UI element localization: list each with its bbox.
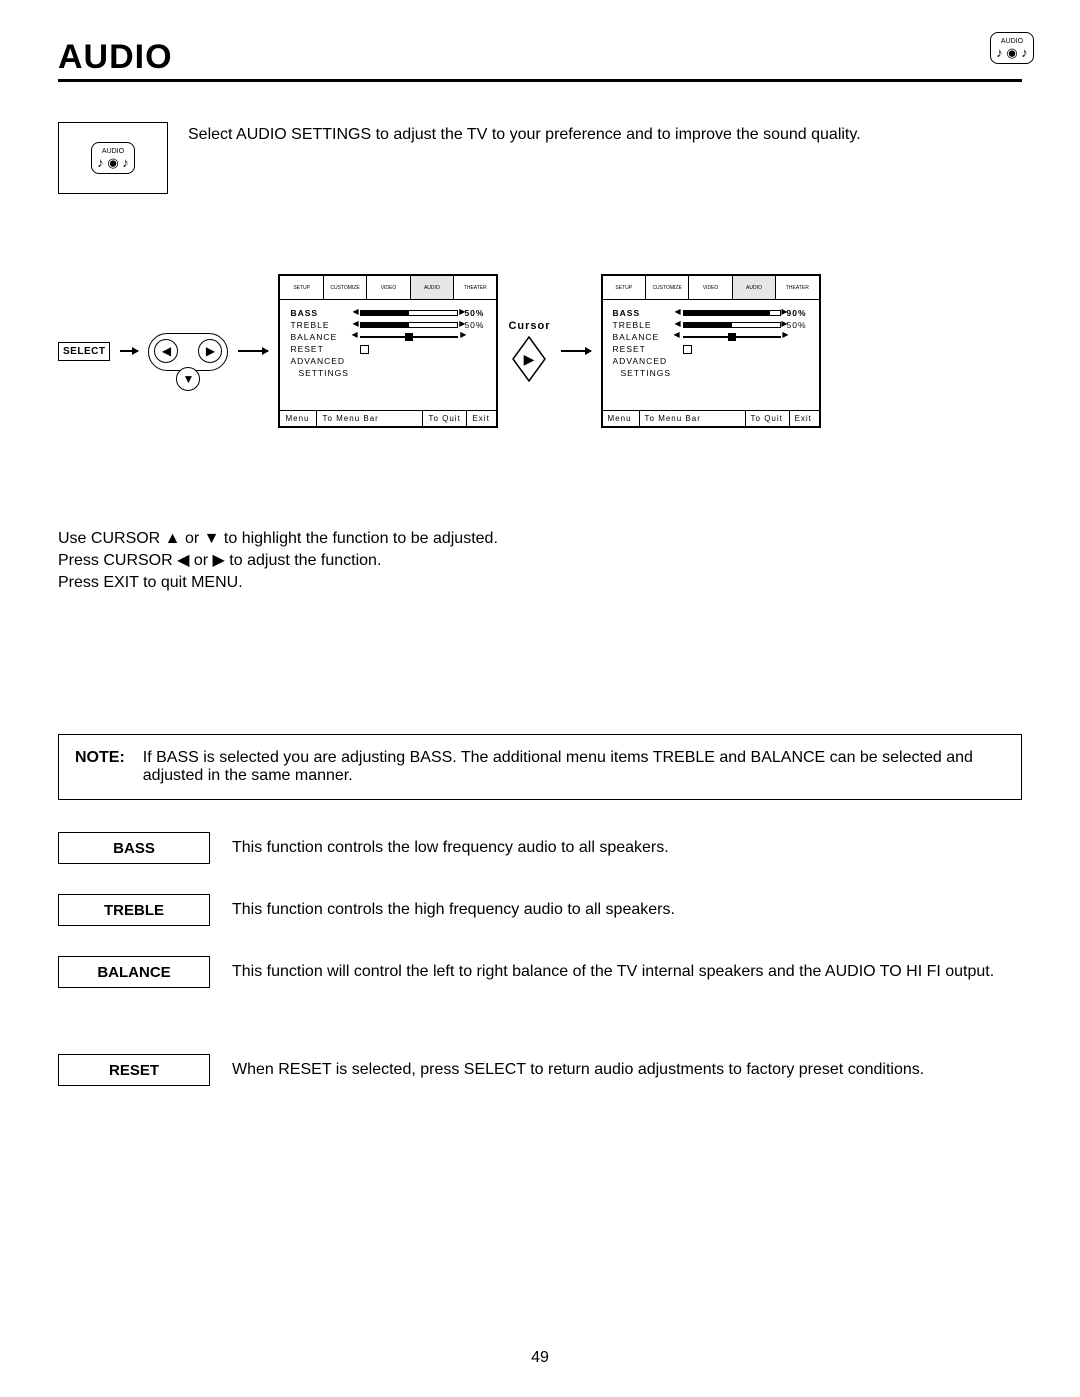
osd-row-bass: BASS 90% <box>613 308 811 318</box>
bass-slider <box>360 310 458 316</box>
settings-label: SETTINGS <box>613 368 677 378</box>
foot-quit: To Quit <box>745 411 789 426</box>
reset-checkbox-icon <box>683 345 692 354</box>
osd-tabs: SETUP CUSTOMIZE VIDEO AUDIO THEATER <box>280 276 496 300</box>
cursor-diamond-icon: ▶ <box>512 336 546 382</box>
bass-label: BASS <box>290 308 354 318</box>
osd-row-treble: TREBLE 50% <box>290 320 488 330</box>
foot-quit: To Quit <box>422 411 466 426</box>
tab-setup: SETUP <box>603 276 645 299</box>
osd-row-bass: BASS 50% <box>290 308 488 318</box>
item-treble-text: This function controls the high frequenc… <box>232 901 675 919</box>
osd-row-treble: TREBLE 50% <box>613 320 811 330</box>
advanced-label: ADVANCED <box>613 356 677 366</box>
page-number: 49 <box>0 1349 1080 1367</box>
instruction-line: Press EXIT to quit MENU. <box>58 572 1022 594</box>
diagram: SELECT ◀ ▶ ▼ SETUP CUSTOMIZE VIDEO AUDIO… <box>58 274 1022 428</box>
tab-video: VIDEO <box>688 276 731 299</box>
tab-customize: CUSTOMIZE <box>323 276 366 299</box>
treble-slider <box>683 322 781 328</box>
osd-row-reset: RESET <box>290 344 488 354</box>
balance-label: BALANCE <box>613 332 677 342</box>
treble-value: 50% <box>787 320 811 330</box>
osd-panel-1: SETUP CUSTOMIZE VIDEO AUDIO THEATER BASS… <box>278 274 498 428</box>
bass-slider <box>683 310 781 316</box>
page-title: AUDIO <box>58 38 173 77</box>
function-list: BASS This function controls the low freq… <box>58 832 1022 1086</box>
foot-bar: To Menu Bar <box>639 411 745 426</box>
item-treble-tag: TREBLE <box>58 894 210 926</box>
tab-customize: CUSTOMIZE <box>645 276 688 299</box>
osd-footer: Menu To Menu Bar To Quit Exit <box>603 410 819 426</box>
instructions-block: Use CURSOR ▲ or ▼ to highlight the funct… <box>58 528 1022 594</box>
arrow-icon <box>238 350 268 352</box>
select-label: SELECT <box>58 342 110 361</box>
audio-badge-intro: AUDIO ♪ ◉ ♪ <box>91 142 135 174</box>
balance-slider <box>360 334 458 340</box>
intro-row: AUDIO ♪ ◉ ♪ Select AUDIO SETTINGS to adj… <box>58 122 1022 194</box>
audio-badge-glyph: ♪ ◉ ♪ <box>996 46 1028 59</box>
note-text: If BASS is selected you are adjusting BA… <box>143 749 1005 785</box>
arrow-icon <box>120 350 138 352</box>
item-balance-tag: BALANCE <box>58 956 210 988</box>
osd-tabs: SETUP CUSTOMIZE VIDEO AUDIO THEATER <box>603 276 819 300</box>
treble-slider <box>360 322 458 328</box>
instruction-line: Use CURSOR ▲ or ▼ to highlight the funct… <box>58 528 1022 550</box>
balance-label: BALANCE <box>290 332 354 342</box>
osd-row-balance: BALANCE <box>613 332 811 342</box>
intro-text: Select AUDIO SETTINGS to adjust the TV t… <box>188 122 861 144</box>
audio-badge-corner: AUDIO ♪ ◉ ♪ <box>990 32 1034 64</box>
audio-badge-glyph: ♪ ◉ ♪ <box>97 156 129 169</box>
bass-label: BASS <box>613 308 677 318</box>
list-item: BALANCE This function will control the l… <box>58 956 1022 988</box>
osd-panel-2: SETUP CUSTOMIZE VIDEO AUDIO THEATER BASS… <box>601 274 821 428</box>
osd-footer: Menu To Menu Bar To Quit Exit <box>280 410 496 426</box>
list-item: TREBLE This function controls the high f… <box>58 894 1022 926</box>
intro-icon-box: AUDIO ♪ ◉ ♪ <box>58 122 168 194</box>
svg-text:▶: ▶ <box>524 351 535 367</box>
note-box: NOTE: If BASS is selected you are adjust… <box>58 734 1022 800</box>
tab-audio: AUDIO <box>732 276 775 299</box>
bass-value: 90% <box>787 308 811 318</box>
reset-label: RESET <box>613 344 677 354</box>
item-reset-tag: RESET <box>58 1054 210 1086</box>
foot-exit: Exit <box>466 411 496 426</box>
item-bass-tag: BASS <box>58 832 210 864</box>
tab-theater: THEATER <box>453 276 496 299</box>
cursor-label: Cursor <box>508 320 550 332</box>
list-item: RESET When RESET is selected, press SELE… <box>58 1054 1022 1086</box>
item-balance-text: This function will control the left to r… <box>232 963 994 981</box>
item-reset-text: When RESET is selected, press SELECT to … <box>232 1061 924 1079</box>
dpad-down-icon: ▼ <box>176 367 200 391</box>
tab-audio: AUDIO <box>410 276 453 299</box>
dpad-icon: ◀ ▶ ▼ <box>148 311 228 391</box>
osd-row-balance: BALANCE <box>290 332 488 342</box>
bass-value: 50% <box>464 308 488 318</box>
tab-setup: SETUP <box>280 276 322 299</box>
treble-label: TREBLE <box>290 320 354 330</box>
treble-value: 50% <box>464 320 488 330</box>
instruction-line: Press CURSOR ◀ or ▶ to adjust the functi… <box>58 550 1022 572</box>
advanced-label: ADVANCED <box>290 356 354 366</box>
list-item: BASS This function controls the low freq… <box>58 832 1022 864</box>
tab-theater: THEATER <box>775 276 818 299</box>
foot-exit: Exit <box>789 411 819 426</box>
tab-video: VIDEO <box>366 276 409 299</box>
item-bass-text: This function controls the low frequency… <box>232 839 669 857</box>
reset-label: RESET <box>290 344 354 354</box>
foot-menu: Menu <box>603 411 639 426</box>
balance-slider <box>683 334 781 340</box>
osd-row-reset: RESET <box>613 344 811 354</box>
arrow-icon <box>561 350 591 352</box>
foot-menu: Menu <box>280 411 316 426</box>
reset-checkbox-icon <box>360 345 369 354</box>
title-bar: AUDIO <box>58 38 1022 82</box>
settings-label: SETTINGS <box>290 368 354 378</box>
treble-label: TREBLE <box>613 320 677 330</box>
foot-bar: To Menu Bar <box>316 411 422 426</box>
note-label: NOTE: <box>75 749 125 785</box>
